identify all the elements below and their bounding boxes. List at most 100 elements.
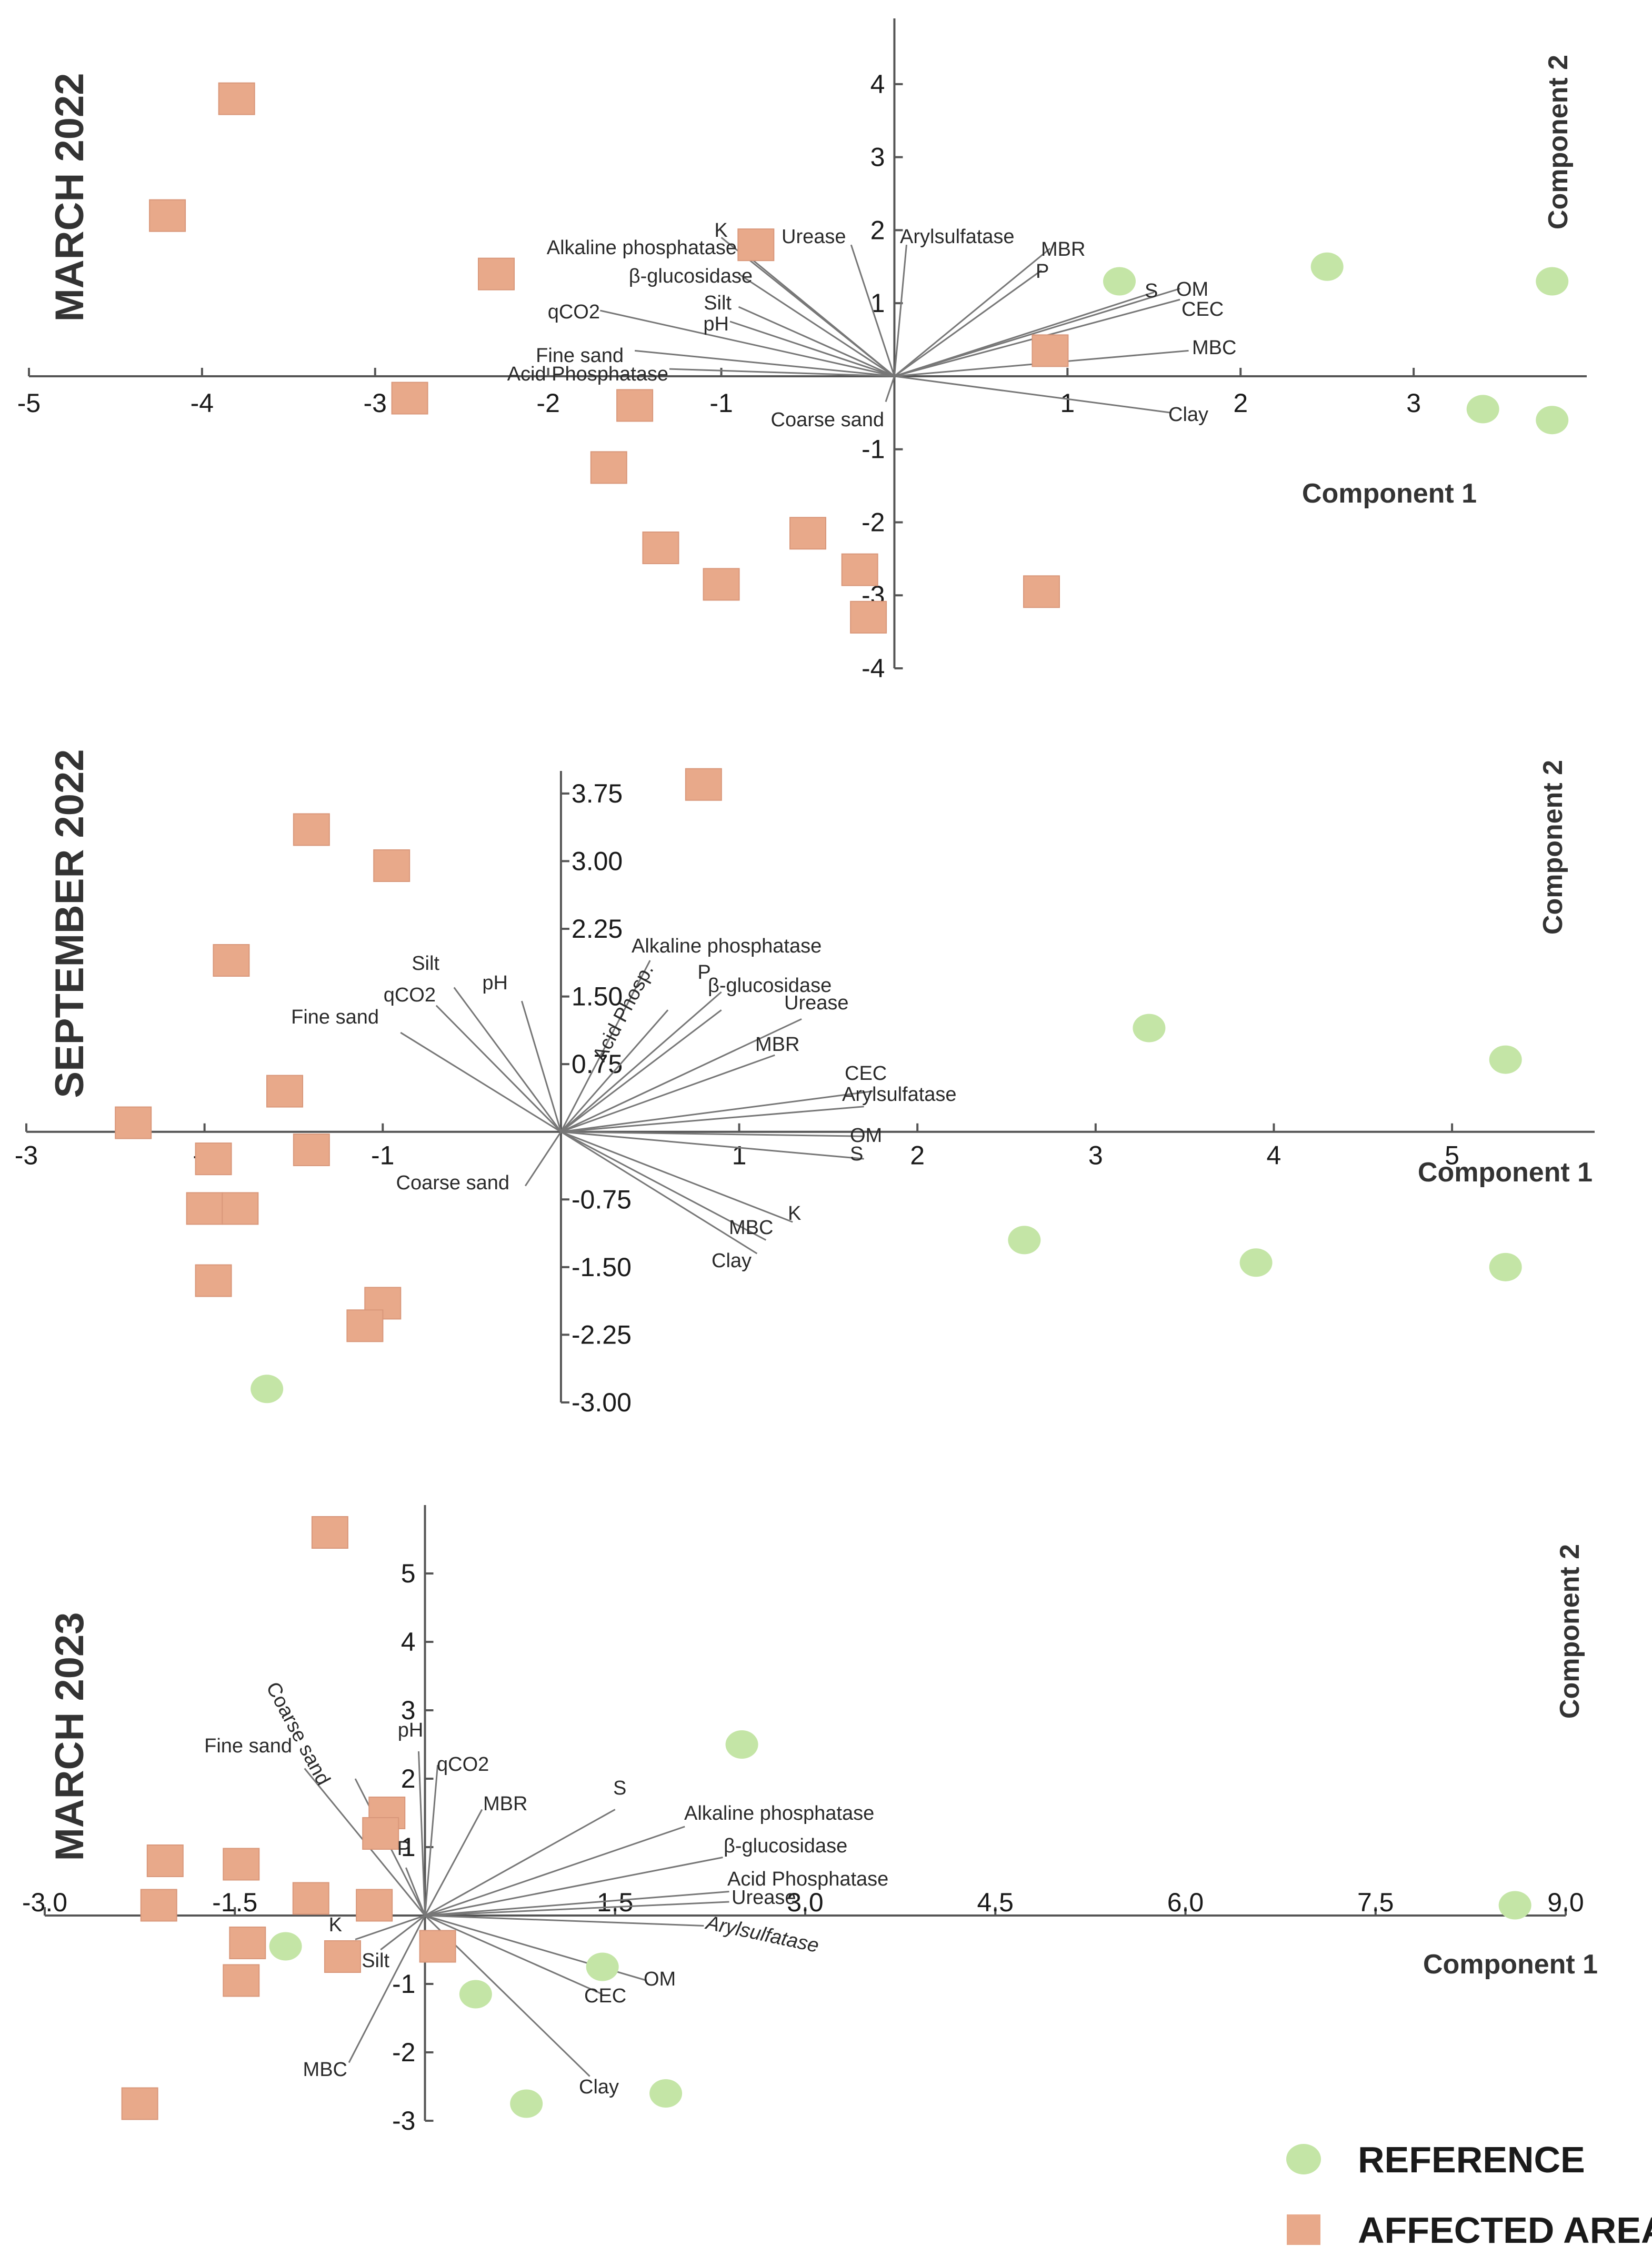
affected-area-point xyxy=(590,451,627,484)
loading-vector-mbr xyxy=(894,247,1051,377)
loading-vector-coarse-sand xyxy=(885,376,895,402)
y-tick-label: -1 xyxy=(862,435,885,464)
loading-vector-clay xyxy=(560,1131,758,1255)
x-tick-label: -1 xyxy=(709,388,733,418)
reference-point xyxy=(1489,1045,1522,1074)
loading-vector-beta-glucosidase xyxy=(560,1009,722,1132)
reference-point xyxy=(459,1980,492,2009)
affected-area-point xyxy=(685,768,722,801)
loading-vector-p xyxy=(560,991,722,1132)
y-tick-label: 2.25 xyxy=(572,914,623,944)
loading-label-om: OM xyxy=(850,1125,882,1147)
x-tick-label: 4.5 xyxy=(977,1888,1014,1917)
reference-point xyxy=(251,1375,284,1403)
x-tick-label: 1 xyxy=(732,1141,747,1170)
affected-area-point xyxy=(146,1844,184,1877)
affected-area-point xyxy=(616,389,654,422)
loading-vector-mbr xyxy=(424,1809,483,1916)
loading-label-coarse-sand: Coarse sand xyxy=(262,1679,334,1789)
x-axis-title: Component 1 xyxy=(1418,1157,1593,1188)
loading-label-p: P xyxy=(397,1838,411,1860)
loading-vector-alkaline-phosphatase xyxy=(425,1826,685,1917)
loading-vector-fine-sand xyxy=(634,349,895,377)
loading-label-clay: Clay xyxy=(579,2076,619,2098)
reference-point xyxy=(586,1952,619,1981)
reference-point xyxy=(269,1932,302,1961)
loading-label-coarse-sand: Coarse sand xyxy=(396,1172,509,1194)
loading-label-acid-phosp: Acid Phosp. xyxy=(588,960,658,1065)
loading-label-om: OM xyxy=(1176,278,1208,300)
loading-vector-mbc xyxy=(348,1915,426,2063)
loading-label-om: OM xyxy=(644,1968,676,1990)
x-tick-label: 6.0 xyxy=(1167,1888,1204,1917)
loading-vector-silt xyxy=(738,306,895,377)
affected-area-point xyxy=(115,1106,152,1139)
reference-point xyxy=(510,2089,543,2118)
y-tick-label: -0.75 xyxy=(572,1185,632,1214)
loading-label-acid-phosphatase: Acid Phosphatase xyxy=(727,1868,888,1890)
loading-vector-k xyxy=(560,1131,793,1223)
x-tick-label: 5 xyxy=(1445,1141,1459,1170)
y-tick-label: 3 xyxy=(870,143,885,172)
loading-vector-p xyxy=(405,1867,426,1916)
loading-vector-k xyxy=(355,1914,425,1940)
x-tick-label: 7.5 xyxy=(1357,1888,1394,1917)
loading-vector-mbr xyxy=(560,1054,775,1133)
reference-point xyxy=(1103,267,1136,296)
y-tick-label: -4 xyxy=(862,654,885,683)
y-tick-label: -3 xyxy=(392,2106,415,2135)
y-tick-label: 3 xyxy=(401,1696,416,1725)
x-tick-label: 2 xyxy=(910,1141,925,1170)
x-tick-label: 3 xyxy=(1088,1141,1103,1170)
affected-area-point xyxy=(266,1075,304,1108)
affected-area-point xyxy=(373,849,411,882)
x-tick-label: 1 xyxy=(1060,388,1075,418)
loading-label-p: P xyxy=(1036,260,1049,283)
loading-vector-ph xyxy=(729,320,895,377)
loading-label-p: P xyxy=(697,961,710,984)
loading-vector-ph xyxy=(417,1751,426,1916)
reference-point xyxy=(1133,1014,1166,1042)
x-axis-title: Component 1 xyxy=(1302,478,1477,509)
loading-label-coarse-sand: Coarse sand xyxy=(771,409,884,431)
loading-vector-arylsulfatase xyxy=(425,1914,704,1927)
affected-area-point xyxy=(789,517,826,550)
loading-vector-fine-sand xyxy=(400,1031,562,1132)
y-tick-label: 5 xyxy=(401,1559,416,1588)
affected-area-point xyxy=(222,1192,259,1225)
loading-vector-om xyxy=(894,287,1180,377)
panel-march-2023: -3.0 -1.5 1.5 3.0 4.5 6.0 7.5 9.0 -3 -2 -1 1 2 3 4 5 Coa… xyxy=(22,1505,1598,2135)
y-tick-label: 0.75 xyxy=(572,1049,623,1079)
legend-reference-label: REFERENCE xyxy=(1358,2139,1585,2180)
affected-area-point xyxy=(229,1927,266,1959)
affected-area-point xyxy=(213,944,250,977)
loading-vector-urease xyxy=(850,244,895,377)
loading-label-arylsulfatase: Arylsulfatase xyxy=(900,226,1015,248)
legend-reference-marker xyxy=(1286,2144,1321,2174)
loading-label-urease: Urease xyxy=(782,226,846,248)
x-tick-label: 3 xyxy=(1406,388,1421,418)
loading-label-cec: CEC xyxy=(845,1062,887,1085)
loading-vector-acid-phosphatase xyxy=(669,368,895,377)
y-tick-label: 4 xyxy=(401,1627,416,1657)
loading-label-fine-sand: Fine sand xyxy=(291,1006,379,1028)
panel-september-2022: -3-2-112345-3.00-2.25-1.50-0.750.751.502… xyxy=(15,749,1595,1417)
x-tick-label: 3.0 xyxy=(787,1888,824,1917)
reference-point xyxy=(1536,406,1569,435)
loading-label-acid-phosphatase: Acid Phosphatase xyxy=(507,363,668,385)
y-axis-title: Component 2 xyxy=(1543,55,1574,229)
affected-area-point xyxy=(478,257,515,290)
loading-label-mbr: MBR xyxy=(755,1034,799,1056)
loading-label-arylsulfatase: Arylsulfatase xyxy=(842,1084,957,1106)
x-tick-label: -4 xyxy=(191,388,214,418)
affected-area-point xyxy=(346,1309,384,1342)
loading-label-urease: Urease xyxy=(784,992,849,1014)
loading-vector-beta-glucosidase xyxy=(738,273,895,377)
y-tick-label: 1.50 xyxy=(572,982,623,1011)
loading-vector-p xyxy=(894,269,1042,377)
affected-area-point xyxy=(1023,575,1060,608)
legend-affected-marker xyxy=(1287,2214,1320,2245)
affected-area-point xyxy=(223,1848,260,1881)
x-tick-label: 2 xyxy=(1233,388,1248,418)
